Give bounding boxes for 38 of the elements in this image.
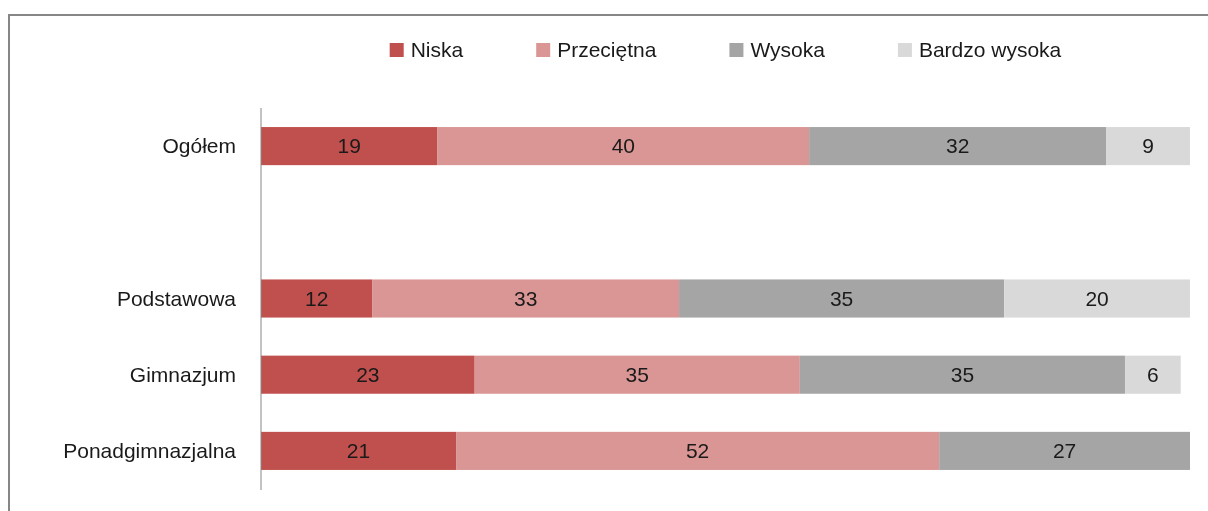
bar xyxy=(261,127,438,166)
y-tick-label: Gimnazjum xyxy=(129,363,236,387)
data-label: 32 xyxy=(946,134,970,158)
data-label: 6 xyxy=(1147,363,1159,387)
data-label: 35 xyxy=(625,363,649,387)
bar xyxy=(437,127,810,166)
data-label: 35 xyxy=(950,363,975,387)
legend-label: Wysoka xyxy=(750,38,826,62)
data-label: 21 xyxy=(346,439,371,463)
y-tick-label: Ogółem xyxy=(162,134,236,158)
bar xyxy=(799,355,1125,394)
bar xyxy=(261,279,373,318)
bar xyxy=(474,355,800,394)
data-label: 52 xyxy=(685,439,710,463)
bar xyxy=(809,127,1107,166)
data-label: 12 xyxy=(305,286,329,310)
data-label: 20 xyxy=(1085,286,1109,310)
bar xyxy=(261,355,475,394)
data-label: 40 xyxy=(611,134,635,158)
bar xyxy=(679,279,1005,318)
y-tick-label: Podstawowa xyxy=(116,286,237,310)
legend-label: Przeciętna xyxy=(557,38,657,62)
bar xyxy=(1106,127,1190,166)
data-label: 35 xyxy=(829,286,854,310)
data-label: 33 xyxy=(514,286,538,310)
bar xyxy=(261,431,457,470)
data-label: 9 xyxy=(1142,134,1155,158)
data-label: 27 xyxy=(1052,439,1077,463)
bar xyxy=(372,279,680,318)
bar xyxy=(1004,279,1190,318)
bar xyxy=(939,431,1190,470)
y-tick-label: Ponadgimnazjalna xyxy=(63,439,237,463)
bar xyxy=(1124,355,1181,394)
bar xyxy=(456,431,940,470)
legend-label: Bardzo wysoka xyxy=(918,38,1062,62)
data-label: 23 xyxy=(356,363,380,387)
data-label: 19 xyxy=(337,134,361,158)
legend-label: Niska xyxy=(410,38,464,62)
